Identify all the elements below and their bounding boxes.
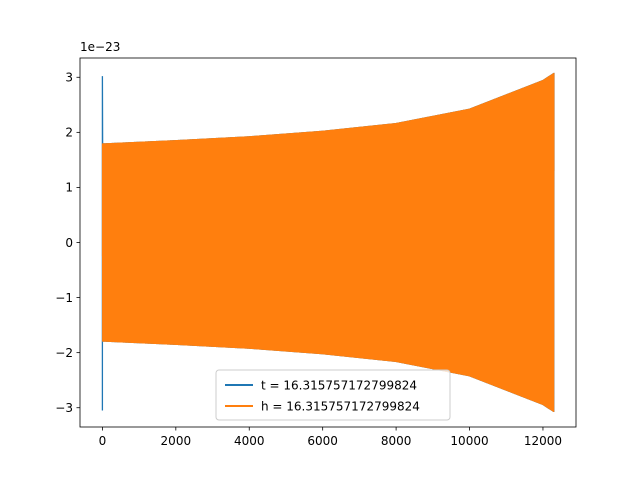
y-offset-label: 1e−23 xyxy=(80,40,120,54)
x-axis: 0 2000 4000 6000 8000 10000 12000 xyxy=(99,427,562,448)
x-tick-label: 12000 xyxy=(524,434,562,448)
plot-area xyxy=(101,72,555,413)
legend: t = 16.315757172799824 h = 16.31575717279… xyxy=(215,369,451,421)
legend-label-h: h = 16.315757172799824 xyxy=(261,399,420,413)
y-tick-label: 2 xyxy=(65,126,73,140)
y-tick-label: −1 xyxy=(55,291,73,305)
x-tick-label: 10000 xyxy=(450,434,488,448)
series-line-h xyxy=(101,72,555,413)
x-tick-label: 0 xyxy=(99,434,107,448)
legend-label-t: t = 16.315757172799824 xyxy=(261,378,417,392)
series-h xyxy=(101,72,555,413)
y-tick-label: 0 xyxy=(65,236,73,250)
x-tick-label: 2000 xyxy=(161,434,192,448)
y-tick-label: −2 xyxy=(55,346,73,360)
y-tick-label: −3 xyxy=(55,401,73,415)
y-tick-label: 1 xyxy=(65,181,73,195)
y-axis: −3 −2 −1 0 1 2 3 xyxy=(55,71,80,415)
x-tick-label: 4000 xyxy=(234,434,265,448)
y-tick-label: 3 xyxy=(65,71,73,85)
x-tick-label: 8000 xyxy=(381,434,412,448)
x-tick-label: 6000 xyxy=(307,434,338,448)
legend-box xyxy=(215,369,451,421)
